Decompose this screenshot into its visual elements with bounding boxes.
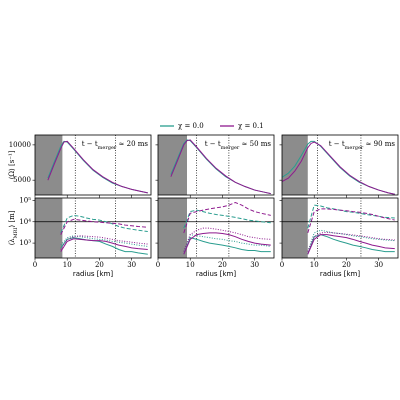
series-line xyxy=(183,237,271,255)
x-tick-label: 10 xyxy=(63,261,72,269)
series-line xyxy=(60,235,148,250)
y-axis-label-part: ⟨λ xyxy=(8,238,16,246)
x-tick-label: 10 xyxy=(186,261,195,269)
series-line xyxy=(60,235,148,247)
x-tick-label: 20 xyxy=(218,261,227,269)
shaded-region xyxy=(35,135,63,195)
x-tick-label: 30 xyxy=(374,261,383,269)
annotation-part: merger xyxy=(98,145,117,151)
shaded-region xyxy=(158,198,187,258)
y-axis-label-part: ⟩ [m] xyxy=(8,210,16,227)
series-line xyxy=(307,234,395,255)
series-line xyxy=(183,201,271,234)
y-tick-label: 10⁵ xyxy=(19,196,31,204)
series-line xyxy=(183,227,271,252)
annotation: t − tmerger ≈ 90 ms xyxy=(329,140,396,151)
series-line xyxy=(282,141,395,195)
y-axis-label-part: MRI xyxy=(13,227,19,238)
x-axis-label: radius [km] xyxy=(196,270,236,278)
shaded-region xyxy=(35,198,63,258)
x-tick-label: 0 xyxy=(280,261,284,269)
annotation-part: ≈ 90 ms xyxy=(363,140,395,148)
x-tick-label: 20 xyxy=(95,261,104,269)
annotation-part: ≈ 20 ms xyxy=(116,140,148,148)
shaded-region xyxy=(282,135,308,195)
plot-frame xyxy=(281,134,399,196)
annotation: t − tmerger ≈ 50 ms xyxy=(205,140,272,151)
x-tick-label: 30 xyxy=(127,261,136,269)
x-axis-label: radius [km] xyxy=(320,270,360,278)
x-tick-label: 0 xyxy=(156,261,160,269)
plot-frame xyxy=(157,197,275,259)
annotation-part: ≈ 50 ms xyxy=(239,140,271,148)
series-line xyxy=(60,238,148,252)
annotation-part: merger xyxy=(345,145,364,151)
shaded-region xyxy=(158,135,187,195)
annotation-part: t − t xyxy=(205,140,221,148)
annotation: t − tmerger ≈ 20 ms xyxy=(82,140,149,151)
series-line xyxy=(307,229,395,252)
plot-frame xyxy=(34,197,152,259)
series-line xyxy=(170,139,271,195)
series-line xyxy=(307,208,395,234)
series-line xyxy=(307,204,395,229)
series-line xyxy=(47,140,148,194)
plot-frame xyxy=(281,197,399,259)
series-line xyxy=(183,232,271,255)
series-line xyxy=(183,209,271,229)
legend-label: χ = 0.0 xyxy=(178,122,204,130)
series-line xyxy=(183,234,271,252)
series-line xyxy=(60,214,148,234)
y-tick-label: 5000 xyxy=(13,176,31,184)
annotation-part: t − t xyxy=(82,140,98,148)
series-line xyxy=(307,234,395,255)
plot-frame xyxy=(157,134,275,196)
x-axis-label: radius [km] xyxy=(73,270,113,278)
y-tick-label: 10³ xyxy=(19,239,31,247)
y-axis-label: ⟨λMRI⟩ [m] xyxy=(8,210,19,245)
y-tick-label: 10⁴ xyxy=(19,218,31,226)
y-tick-label: 10000 xyxy=(9,141,31,149)
annotation-part: t − t xyxy=(329,140,345,148)
series-line xyxy=(307,231,395,252)
series-line xyxy=(60,218,148,235)
shaded-region xyxy=(282,198,308,258)
x-tick-label: 10 xyxy=(310,261,319,269)
y-axis-label: ⟨Ω⟩ [s⁻¹] xyxy=(8,150,16,179)
x-tick-label: 0 xyxy=(33,261,37,269)
series-line xyxy=(60,237,148,255)
x-tick-label: 30 xyxy=(250,261,259,269)
legend-label: χ = 0.1 xyxy=(238,122,264,130)
x-tick-label: 20 xyxy=(342,261,351,269)
plot-frame xyxy=(34,134,152,196)
annotation-part: merger xyxy=(221,145,240,151)
